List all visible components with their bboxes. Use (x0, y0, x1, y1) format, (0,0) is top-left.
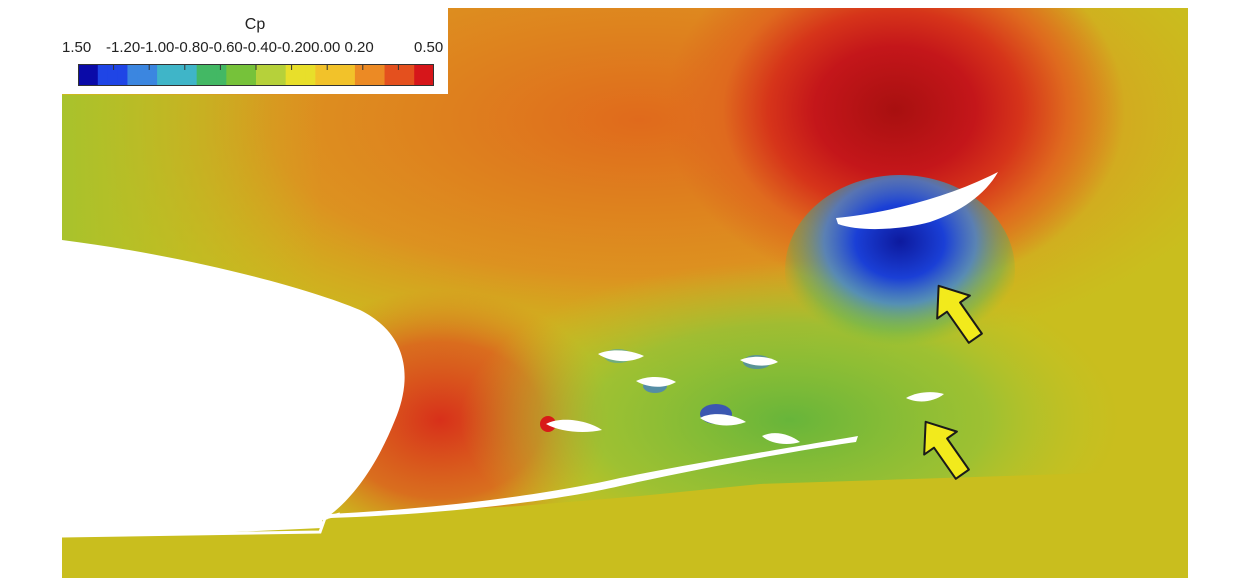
colorbar-segment (236, 64, 247, 86)
colorbar-segment (305, 64, 316, 86)
colorbar-segment (176, 64, 188, 86)
colorbar-segment (265, 64, 277, 86)
colorbar-segment (374, 64, 386, 86)
colorbar-segment (117, 64, 129, 86)
colorbar-segment (186, 64, 198, 86)
colorbar-segment (394, 64, 405, 86)
colorbar-segment (216, 64, 227, 86)
colorbar-segment (335, 64, 346, 86)
colorbar-segment (196, 64, 208, 86)
slat-element-3 (636, 376, 676, 387)
high-pressure-lobe (665, 8, 1125, 290)
colorbar-segment (384, 64, 396, 86)
lower-floor-region (62, 470, 1188, 578)
fuselage-body (62, 240, 405, 540)
colorbar-segment (97, 64, 109, 86)
colorbar-segment (325, 64, 336, 86)
colorbar-segment (167, 64, 178, 86)
colorbar-ticks: 1.50 -1.20-1.00-0.80-0.60-0.40-0.200.00 … (62, 39, 448, 57)
colorbar-segment (424, 64, 434, 86)
colorbar-segment (414, 64, 425, 86)
colorbar-segment (404, 64, 415, 86)
colorbar-tick-max: 0.50 (414, 39, 444, 56)
colorbar-segment (127, 64, 138, 86)
colorbar-legend: Cp 1.50 -1.20-1.00-0.80-0.60-0.40-0.200.… (62, 8, 448, 94)
colorbar-segment (206, 64, 218, 86)
slat-element-4 (546, 419, 602, 432)
colorbar-segment (275, 64, 287, 86)
colorbar-segment (285, 64, 297, 86)
colorbar-title: Cp (244, 16, 266, 33)
slat-element-6 (762, 433, 800, 444)
yellow-arrow-upper (936, 284, 983, 344)
colorbar-segment (226, 64, 237, 86)
colorbar-segment (137, 64, 148, 86)
colorbar-segment (364, 64, 376, 86)
colorbar-segment (147, 64, 158, 86)
small-slat-element (906, 392, 944, 402)
contour-field (62, 8, 1188, 578)
colorbar-segment (78, 64, 89, 86)
colorbar-segment (315, 64, 326, 86)
colorbar-tick-min: 1.50 (62, 39, 92, 56)
colorbar-segment (354, 64, 366, 86)
colorbar-gradient (78, 64, 434, 86)
colorbar-segment (295, 64, 307, 86)
colorbar-segment (256, 64, 267, 86)
suction-zone (785, 175, 1015, 365)
slat-element-1 (598, 350, 644, 362)
yellow-arrow-lower (923, 420, 970, 480)
colorbar-tick-middle: -1.20-1.00-0.80-0.60-0.40-0.200.00 0.20 (106, 39, 374, 56)
slat-element-5 (700, 414, 746, 426)
colorbar-segment (87, 64, 99, 86)
upper-main-element (836, 172, 998, 230)
colorbar-segment (345, 64, 356, 86)
colorbar-segment (157, 64, 168, 86)
slat-element-2 (740, 356, 778, 366)
colorbar-segment (246, 64, 257, 86)
colorbar-segment (107, 64, 119, 86)
